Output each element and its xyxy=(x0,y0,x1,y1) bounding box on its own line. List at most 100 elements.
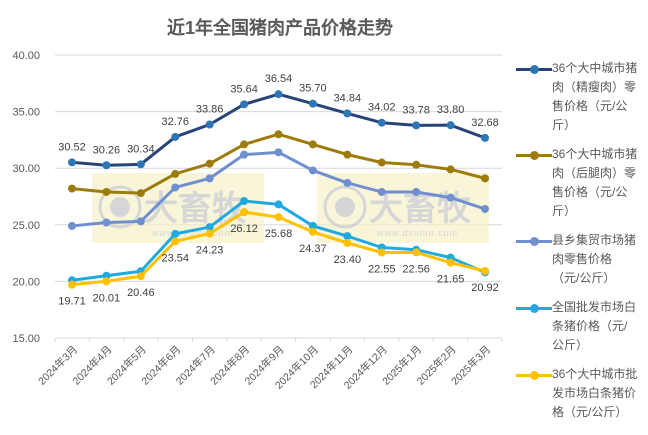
data-label: 20.92 xyxy=(471,282,499,294)
data-point xyxy=(274,90,283,99)
data-point xyxy=(136,217,145,226)
svg-text:www.dxumu.com: www.dxumu.com xyxy=(151,228,233,238)
series-1 xyxy=(68,90,489,170)
data-point xyxy=(240,150,249,159)
data-point xyxy=(308,227,317,236)
data-point xyxy=(274,148,283,157)
data-point xyxy=(343,178,352,187)
legend-line-marker-icon xyxy=(516,368,552,382)
legend-label: 全国批发市场白条猪价格（元/公斤） xyxy=(552,300,637,352)
data-point xyxy=(446,165,455,174)
data-point xyxy=(274,213,283,222)
data-point xyxy=(481,133,489,142)
chart-title: 近1年全国猪肉产品价格走势 xyxy=(166,18,393,38)
data-point xyxy=(205,223,214,232)
data-label: 35.64 xyxy=(230,83,258,95)
data-label: 26.12 xyxy=(230,223,258,235)
legend-item-2: 36个大中城市猪肉（后腿肉）零售价格（元/公斤） xyxy=(516,147,646,221)
legend-item-5: 36个大中城市批发市场白条猪价格（元/公斤） xyxy=(516,367,646,422)
legend-label: 36个大中城市猪肉（精瘦肉）零售价格（元/公斤） xyxy=(552,61,638,132)
data-point xyxy=(446,121,455,130)
data-point xyxy=(240,208,249,217)
data-point xyxy=(446,258,455,267)
data-label: 33.78 xyxy=(402,104,430,116)
data-point xyxy=(412,121,421,130)
legend-label: 县乡集贸市场猪肉零售价格（元/公斤） xyxy=(552,233,637,285)
data-label: 22.55 xyxy=(368,264,396,276)
data-point xyxy=(171,229,180,238)
series-3 xyxy=(68,148,489,230)
data-point xyxy=(377,187,386,196)
data-point xyxy=(68,158,76,167)
data-point xyxy=(102,218,111,227)
svg-text:大畜牧: 大畜牧 xyxy=(369,189,472,228)
data-point xyxy=(308,221,317,230)
data-point xyxy=(171,183,180,192)
data-label: 35.70 xyxy=(299,83,327,95)
data-label: 19.71 xyxy=(58,296,86,308)
data-point xyxy=(308,99,317,108)
legend-line-marker-icon xyxy=(516,301,552,315)
y-tick-label: 35.00 xyxy=(12,107,40,119)
y-tick-label: 20.00 xyxy=(12,276,40,288)
data-point xyxy=(412,160,421,169)
line-chart-plot: 15.0020.0025.0030.0035.0040.002024年3月202… xyxy=(12,50,503,392)
data-point xyxy=(102,277,111,286)
data-point xyxy=(308,140,317,149)
data-label: 24.37 xyxy=(299,243,327,255)
data-point xyxy=(240,197,249,206)
y-tick-label: 40.00 xyxy=(12,50,40,62)
data-label: 30.34 xyxy=(127,143,155,155)
legend-label: 36个大中城市猪肉（后腿肉）零售价格（元/公斤） xyxy=(552,147,638,218)
data-point xyxy=(68,280,76,289)
data-point xyxy=(240,100,249,109)
data-point xyxy=(102,161,111,170)
y-tick-label: 25.00 xyxy=(12,220,40,232)
data-point xyxy=(274,200,283,209)
data-point xyxy=(377,158,386,167)
data-point xyxy=(481,174,489,183)
data-point xyxy=(240,140,249,149)
data-point xyxy=(136,160,145,169)
data-label: 25.68 xyxy=(265,228,293,240)
data-label: 23.54 xyxy=(161,252,189,264)
data-point xyxy=(205,229,214,238)
data-point xyxy=(171,132,180,141)
data-point xyxy=(205,174,214,183)
data-point xyxy=(136,272,145,281)
data-label: 30.26 xyxy=(93,144,121,156)
data-point xyxy=(343,150,352,159)
data-point xyxy=(343,232,352,241)
series-2 xyxy=(68,130,489,198)
y-tick-label: 30.00 xyxy=(12,163,40,175)
data-label: 30.52 xyxy=(58,141,86,153)
legend-label: 36个大中城市批发市场白条猪价格（元/公斤） xyxy=(552,367,638,419)
data-point xyxy=(377,118,386,127)
data-label: 32.76 xyxy=(161,116,189,128)
data-point xyxy=(102,271,111,280)
legend-item-1: 36个大中城市猪肉（精瘦肉）零售价格（元/公斤） xyxy=(516,61,646,135)
data-point xyxy=(68,184,76,193)
data-point xyxy=(205,159,214,168)
y-tick-label: 15.00 xyxy=(12,333,40,345)
data-point xyxy=(343,238,352,247)
data-point xyxy=(274,130,283,139)
data-label: 34.02 xyxy=(368,102,396,114)
data-point xyxy=(102,187,111,196)
data-label: 21.65 xyxy=(437,274,465,286)
legend-line-marker-icon xyxy=(516,62,552,76)
data-point xyxy=(205,120,214,129)
data-point xyxy=(68,221,76,230)
data-point xyxy=(446,193,455,202)
data-label: 23.40 xyxy=(334,254,362,266)
data-label: 34.84 xyxy=(334,92,362,104)
data-label: 33.80 xyxy=(437,104,465,116)
legend-line-marker-icon xyxy=(516,234,552,248)
data-label: 36.54 xyxy=(265,73,293,85)
data-point xyxy=(171,237,180,246)
data-point xyxy=(481,204,489,213)
data-label: 22.56 xyxy=(402,263,430,275)
data-point xyxy=(377,248,386,257)
data-point xyxy=(308,166,317,175)
